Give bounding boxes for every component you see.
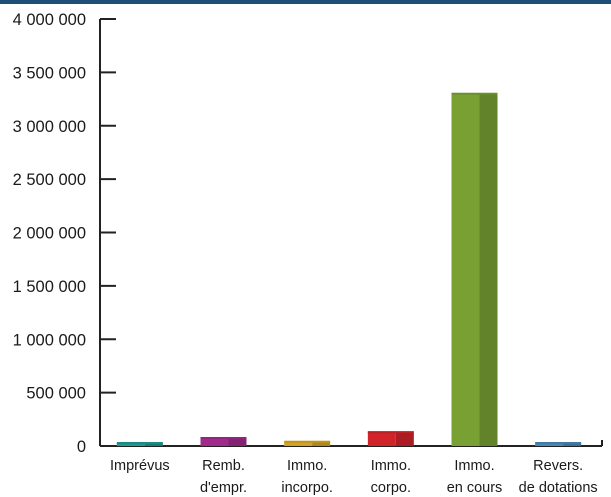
y-tick-label: 3 500 000 — [13, 64, 86, 82]
x-axis-labels: Imprévus Remb. d'empr. Immo. incorpo. Immo. co… — [110, 458, 598, 496]
bar-front — [367, 432, 396, 446]
x-tick-label: Remb. d'empr. — [200, 458, 247, 496]
bar-front — [535, 443, 564, 446]
top-rule — [0, 0, 611, 4]
y-tick-label: 2 000 000 — [13, 225, 86, 243]
bar-side — [479, 93, 498, 446]
bar — [284, 440, 331, 446]
bar — [116, 442, 163, 446]
bar-top — [535, 442, 582, 444]
bar — [535, 442, 582, 446]
x-tick-label: Immo. incorpo. — [281, 458, 333, 496]
bar-side — [228, 437, 247, 446]
x-tick-label: Immo. en cours — [447, 458, 503, 496]
bar-top — [284, 440, 331, 443]
bar — [367, 431, 414, 446]
bar-top — [367, 431, 414, 434]
y-tick-label: 3 000 000 — [13, 118, 86, 136]
y-tick-label: 2 500 000 — [13, 171, 86, 189]
y-tick-label: 500 000 — [26, 385, 86, 403]
y-axis-ticks: 0 500 000 1 000 000 1 500 000 2 000 000 2 500… — [13, 11, 116, 456]
y-tick-label: 1 000 000 — [13, 331, 86, 349]
y-tick-label: 4 000 000 — [13, 11, 86, 29]
x-tick-label: Revers. de dotations — [519, 458, 598, 496]
y-tick-label: 0 — [77, 438, 86, 456]
bar-side — [312, 441, 331, 446]
bar-front — [284, 441, 313, 446]
bar — [200, 436, 247, 446]
bar-front — [116, 443, 145, 446]
bar-front — [451, 93, 480, 446]
bars — [116, 92, 582, 446]
bar-front — [200, 437, 229, 446]
bar-side — [395, 432, 414, 446]
x-tick-label: Imprévus — [110, 458, 170, 474]
bar-top — [451, 92, 498, 95]
bar-top — [200, 436, 247, 439]
bar-top — [116, 442, 163, 444]
bar-side — [144, 443, 163, 446]
bar-side — [563, 443, 582, 446]
y-tick-label: 1 500 000 — [13, 278, 86, 296]
x-tick-label: Immo. corpo. — [371, 458, 411, 496]
bar — [451, 92, 498, 446]
